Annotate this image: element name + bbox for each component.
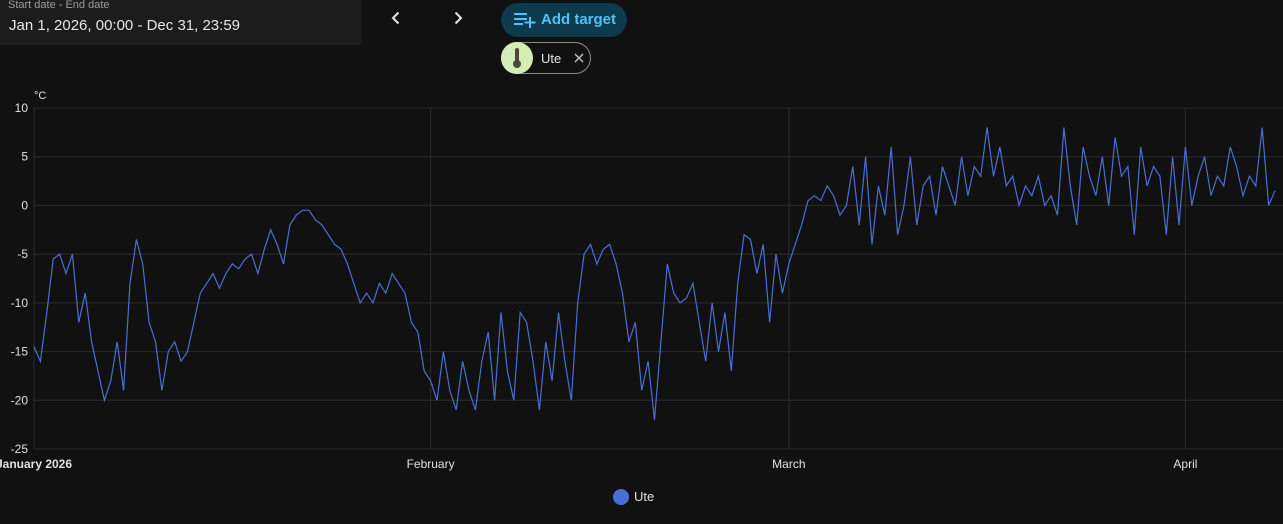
y-tick-label: -5 bbox=[17, 247, 28, 261]
chevron-left-icon bbox=[391, 11, 400, 25]
y-axis-unit: °C bbox=[34, 90, 46, 102]
y-axis: 10 5 0 -5 -10 -15 -20 -25 bbox=[11, 101, 29, 456]
y-tick-label: -10 bbox=[11, 296, 29, 310]
y-tick-label: -25 bbox=[11, 442, 29, 456]
target-chip-label: Ute bbox=[541, 51, 562, 66]
target-chip-ute[interactable]: Ute bbox=[501, 42, 591, 74]
y-tick-label: -15 bbox=[11, 345, 29, 359]
previous-period-button[interactable] bbox=[382, 4, 410, 32]
x-axis: January 2026 February March April bbox=[0, 457, 1197, 471]
date-range-value[interactable]: Jan 1, 2026, 00:00 - Dec 31, 23:59 bbox=[9, 17, 240, 34]
playlist-plus-icon bbox=[514, 13, 536, 28]
y-tick-label: 10 bbox=[15, 101, 29, 115]
chart-grid bbox=[33, 107, 1283, 450]
next-period-button[interactable] bbox=[444, 4, 472, 32]
x-tick-label: April bbox=[1173, 457, 1197, 471]
x-tick-label: January 2026 bbox=[0, 457, 72, 471]
y-tick-label: 5 bbox=[21, 150, 28, 164]
legend-marker-ute[interactable] bbox=[613, 489, 629, 505]
thermometer-icon bbox=[513, 48, 521, 68]
chevron-right-icon bbox=[454, 11, 463, 25]
date-range-label: Start date - End date bbox=[8, 0, 110, 11]
add-target-button[interactable]: Add target bbox=[501, 3, 627, 37]
x-tick-label: February bbox=[407, 457, 455, 471]
date-range-picker[interactable]: Start date - End date Jan 1, 2026, 00:00… bbox=[0, 0, 362, 45]
target-chip-avatar bbox=[501, 42, 533, 74]
close-icon[interactable] bbox=[572, 51, 586, 65]
legend-label-ute[interactable]: Ute bbox=[634, 489, 654, 504]
chart-legend: Ute bbox=[613, 489, 654, 505]
y-tick-label: 0 bbox=[21, 198, 28, 212]
y-tick-label: -20 bbox=[11, 393, 29, 407]
x-tick-label: March bbox=[772, 457, 805, 471]
series-line-ute bbox=[33, 127, 1276, 420]
add-target-label: Add target bbox=[541, 11, 616, 28]
